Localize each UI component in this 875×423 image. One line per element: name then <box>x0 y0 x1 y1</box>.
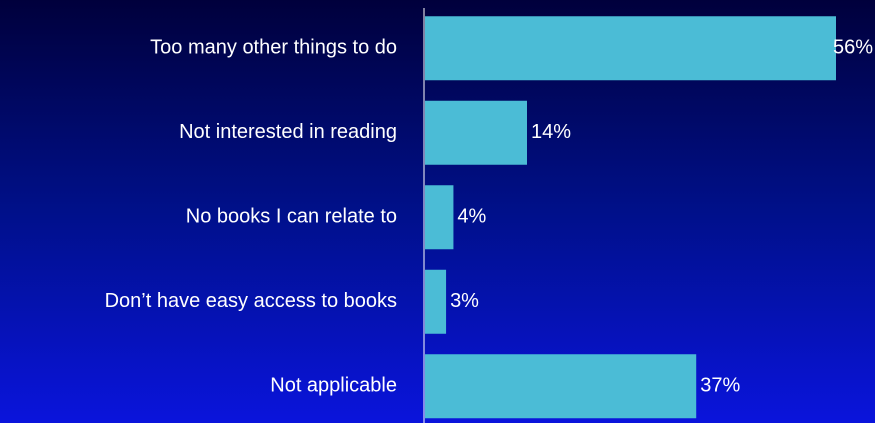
category-label: Too many other things to do <box>150 37 397 59</box>
value-label: 3% <box>450 290 479 312</box>
bar <box>425 185 454 250</box>
bar <box>425 100 527 165</box>
bar <box>425 269 447 334</box>
category-label: No books I can relate to <box>186 206 397 228</box>
value-label: 4% <box>457 206 486 228</box>
category-label: Don’t have easy access to books <box>105 290 397 312</box>
value-label: 37% <box>700 375 740 397</box>
category-label: Not interested in reading <box>179 121 397 143</box>
bar <box>425 16 836 81</box>
category-label: Not applicable <box>270 375 397 397</box>
bar <box>425 354 697 419</box>
value-label: 14% <box>531 121 571 143</box>
value-label: 56% <box>833 37 873 59</box>
